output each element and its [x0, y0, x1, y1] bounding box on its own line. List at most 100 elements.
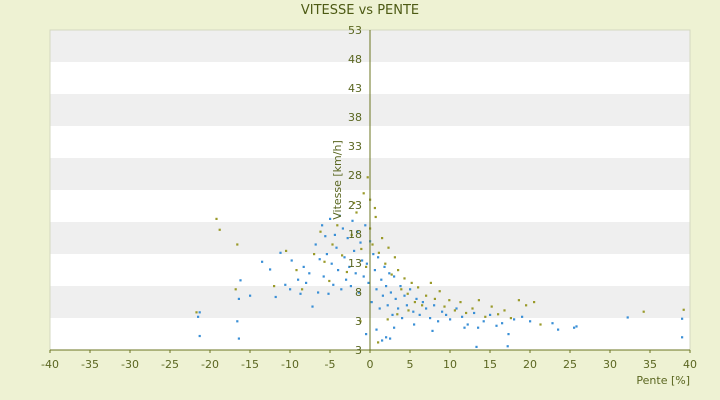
y-tick-label: 53	[348, 24, 362, 37]
data-point-series-a	[413, 323, 416, 326]
data-point-series-b	[323, 260, 326, 263]
data-point-series-a	[236, 320, 239, 323]
data-point-series-a	[431, 329, 434, 332]
data-point-series-a	[445, 313, 448, 316]
data-point-series-b	[273, 285, 276, 288]
y-tick-label: 48	[348, 53, 362, 66]
data-point-series-a	[365, 333, 368, 336]
data-point-series-b	[331, 243, 334, 246]
x-tick-label: 15	[483, 358, 497, 371]
x-tick-label: -20	[201, 358, 219, 371]
data-point-series-a	[463, 326, 466, 329]
data-point-series-b	[384, 262, 387, 265]
data-point-series-b	[195, 311, 198, 314]
y-tick-label: 8	[355, 286, 362, 299]
data-point-series-b	[682, 308, 685, 311]
data-point-series-a	[290, 259, 293, 262]
data-point-series-a	[495, 324, 498, 327]
data-point-series-a	[343, 256, 346, 259]
data-point-series-a	[370, 301, 373, 304]
data-point-series-a	[401, 317, 404, 320]
data-point-series-a	[284, 283, 287, 286]
y-axis-label: Vitesse [km/h]	[331, 140, 344, 220]
x-tick-label: -35	[81, 358, 99, 371]
data-point-series-b	[377, 251, 380, 254]
data-point-series-a	[405, 304, 408, 307]
data-point-series-a	[321, 224, 324, 227]
data-point-series-a	[389, 291, 392, 294]
data-point-series-b	[387, 246, 390, 249]
data-point-series-b	[301, 288, 304, 291]
data-point-series-b	[393, 256, 396, 259]
data-point-series-b	[429, 281, 432, 284]
data-point-series-a	[325, 253, 328, 256]
data-point-series-a	[249, 294, 252, 297]
data-point-series-a	[375, 328, 378, 331]
data-point-series-a	[346, 237, 349, 240]
data-point-series-a	[461, 315, 464, 318]
x-tick-label: -30	[121, 358, 139, 371]
data-point-series-a	[356, 230, 359, 233]
data-point-series-a	[425, 307, 428, 310]
data-point-series-a	[345, 278, 348, 281]
data-point-series-a	[466, 323, 469, 326]
data-point-series-a	[521, 315, 524, 318]
data-point-series-b	[396, 313, 399, 316]
data-point-series-a	[383, 265, 386, 268]
x-tick-label: -5	[325, 358, 336, 371]
data-point-series-a	[261, 260, 264, 263]
data-point-series-b	[471, 307, 474, 310]
data-point-series-b	[459, 301, 462, 304]
x-tick-label: 35	[643, 358, 657, 371]
data-point-series-b	[377, 341, 380, 344]
x-tick-label: 20	[523, 358, 537, 371]
data-point-series-a	[449, 318, 452, 321]
data-point-series-a	[385, 285, 388, 288]
data-point-series-b	[465, 311, 468, 315]
data-point-series-a	[393, 275, 396, 278]
data-point-series-a	[455, 307, 458, 310]
data-point-series-a	[337, 269, 340, 272]
data-point-series-b	[448, 299, 451, 302]
data-point-series-a	[489, 313, 492, 316]
data-point-series-a	[269, 268, 272, 271]
data-point-series-b	[390, 273, 393, 276]
x-tick-label: -40	[41, 358, 59, 371]
data-point-series-a	[340, 288, 343, 291]
data-point-series-a	[477, 326, 480, 329]
data-point-series-a	[317, 291, 320, 294]
x-tick-label: 25	[563, 358, 577, 371]
data-point-series-b	[336, 224, 339, 227]
data-point-series-a	[237, 297, 240, 300]
data-point-series-b	[477, 299, 480, 302]
data-point-series-a	[302, 265, 305, 268]
data-point-series-a	[353, 249, 356, 252]
data-point-series-b	[319, 230, 322, 233]
data-point-series-b	[503, 309, 506, 312]
data-point-series-a	[429, 317, 432, 320]
x-tick-label: 5	[407, 358, 414, 371]
x-tick-label: -10	[281, 358, 299, 371]
y-tick-label: 3	[355, 344, 362, 357]
data-point-series-b	[353, 201, 356, 204]
data-point-series-a	[381, 339, 384, 342]
data-point-series-b	[234, 288, 237, 291]
data-point-series-b	[366, 176, 369, 179]
data-point-series-a	[529, 320, 532, 323]
data-point-series-a	[378, 307, 381, 310]
y-tick-label: 18	[348, 228, 362, 241]
data-point-series-a	[513, 318, 516, 321]
data-point-series-a	[393, 326, 396, 329]
data-point-series-a	[385, 336, 388, 339]
y-tick-label: 38	[348, 111, 362, 124]
data-point-series-a	[394, 297, 397, 300]
data-point-series-a	[551, 322, 554, 325]
data-point-series-a	[197, 315, 200, 318]
data-point-series-a	[507, 333, 510, 336]
data-point-series-a	[372, 253, 375, 256]
data-point-series-b	[443, 305, 446, 308]
data-point-series-b	[350, 233, 353, 236]
data-point-series-b	[373, 206, 376, 210]
